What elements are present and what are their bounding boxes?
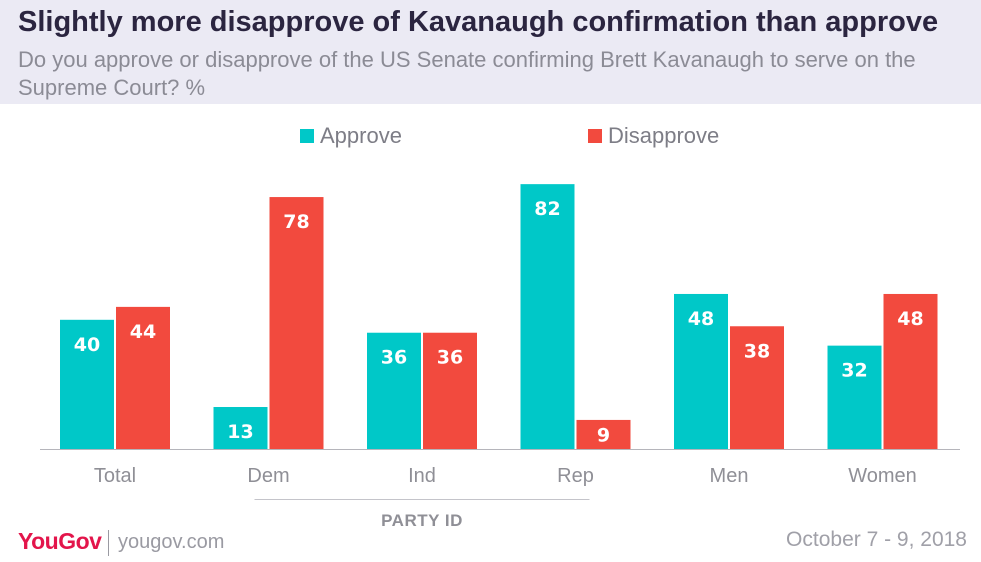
bar-ind-approve: [367, 332, 421, 449]
bar-rep-disapprove: [576, 419, 631, 449]
value-label-ind-approve: 36: [381, 347, 407, 369]
legend-label-approve: Approve: [320, 123, 402, 148]
legend-item-approve: Approve: [300, 122, 402, 150]
bar-men-disapprove: [730, 326, 784, 449]
bar-women-disapprove: [883, 293, 938, 449]
bar-rep-approve: [520, 184, 575, 449]
value-label-rep-disapprove: 9: [597, 424, 610, 446]
value-label-women-disapprove: 48: [897, 308, 923, 330]
value-label-women-approve: 32: [841, 360, 867, 382]
legend-item-disapprove: Disapprove: [588, 122, 719, 150]
value-label-dem-disapprove: 78: [283, 211, 309, 233]
fieldwork-date: October 7 - 9, 2018: [786, 528, 967, 551]
footer-separator: [108, 530, 109, 556]
value-label-rep-approve: 82: [534, 198, 560, 220]
legend-swatch-approve: [300, 129, 314, 143]
header-band: Slightly more disapprove of Kavanaugh co…: [0, 0, 981, 104]
party-id-label: PARTY ID: [381, 511, 463, 530]
category-label-rep: Rep: [557, 465, 594, 487]
category-label-women: Women: [848, 465, 917, 487]
bar-men-approve: [674, 293, 728, 449]
category-label-men: Men: [710, 465, 749, 487]
legend-label-disapprove: Disapprove: [608, 123, 720, 148]
yougov-logo: YouGov: [18, 528, 102, 554]
bar-dem-approve: [213, 407, 268, 449]
bar-total-disapprove: [116, 306, 170, 449]
bar-total-approve: [60, 319, 114, 449]
category-label-dem: Dem: [247, 465, 289, 487]
value-label-men-disapprove: 38: [744, 340, 770, 362]
category-label-ind: Ind: [408, 465, 436, 487]
value-label-ind-disapprove: 36: [437, 347, 463, 369]
footer-url: yougov.com: [118, 531, 225, 553]
legend-swatch-disapprove: [588, 129, 602, 143]
category-label-total: Total: [94, 465, 136, 487]
bar-dem-disapprove: [269, 197, 324, 449]
legend: Approve Disapprove: [0, 122, 981, 150]
value-label-total-approve: 40: [74, 334, 100, 356]
chart-subtitle: Do you approve or disapprove of the US S…: [18, 47, 916, 100]
value-label-total-disapprove: 44: [130, 321, 156, 343]
bar-ind-disapprove: [423, 332, 477, 449]
value-label-dem-approve: 13: [227, 421, 253, 443]
value-label-men-approve: 48: [688, 308, 714, 330]
chart-title: Slightly more disapprove of Kavanaugh co…: [18, 6, 939, 38]
bar-women-approve: [827, 345, 882, 449]
